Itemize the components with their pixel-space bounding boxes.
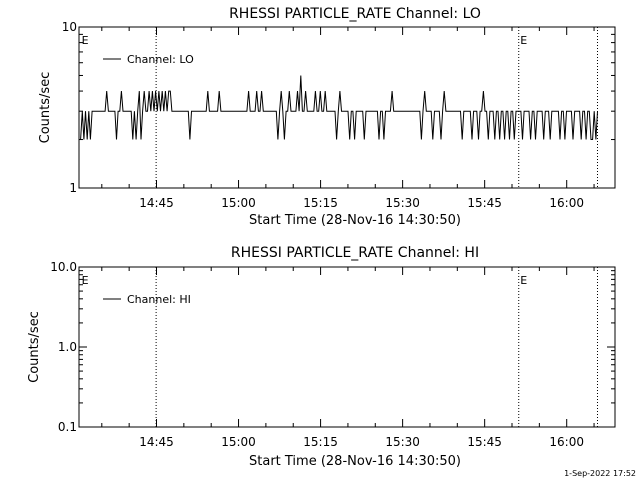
series-line bbox=[80, 75, 598, 140]
legend-lo: Channel: LO bbox=[103, 53, 194, 66]
render-timestamp: 1-Sep-2022 17:52 bbox=[564, 469, 636, 478]
event-marker-label: E bbox=[520, 34, 527, 47]
x-tick-label: 15:30 bbox=[385, 435, 420, 449]
x-tick-label: 16:00 bbox=[549, 196, 584, 210]
x-axis-label-lo: Start Time (28-Nov-16 14:30:50) bbox=[249, 213, 461, 228]
chart-title-hi: RHESSI PARTICLE_RATE Channel: HI bbox=[231, 245, 479, 261]
x-tick-label: 15:15 bbox=[303, 196, 338, 210]
legend-hi: Channel: HI bbox=[103, 293, 191, 306]
chart-hi: RHESSI PARTICLE_RATE Channel: HI 14:45 15… bbox=[27, 245, 616, 469]
event-marker-label: E bbox=[520, 274, 527, 287]
x-tick-label: 15:30 bbox=[385, 196, 420, 210]
axis-ticks-hi: 14:45 15:00 15:15 15:30 15:45 16:00 0.1 1.0 10.0 bbox=[50, 260, 615, 449]
x-tick-label: 14:45 bbox=[139, 196, 174, 210]
x-tick-label: 15:45 bbox=[467, 435, 502, 449]
event-marker-label: E bbox=[82, 34, 89, 47]
legend-label-lo: Channel: LO bbox=[127, 53, 194, 66]
plot-frame-lo bbox=[78, 26, 616, 189]
x-axis-label-hi: Start Time (28-Nov-16 14:30:50) bbox=[249, 454, 461, 469]
plot-frame-hi bbox=[78, 266, 616, 428]
y-tick-label: 1.0 bbox=[58, 340, 77, 354]
y-tick-label: 0.1 bbox=[58, 420, 77, 434]
y-tick-label: 10 bbox=[62, 20, 77, 34]
series-lo bbox=[80, 75, 598, 140]
x-tick-label: 15:45 bbox=[467, 196, 502, 210]
y-tick-label: 1 bbox=[69, 181, 77, 195]
y-tick-label: 10.0 bbox=[50, 260, 77, 274]
event-marker-label: E bbox=[82, 274, 89, 287]
chart-lo: RHESSI PARTICLE_RATE Channel: LO 14:45 15… bbox=[38, 6, 616, 228]
chart-title-lo: RHESSI PARTICLE_RATE Channel: LO bbox=[229, 6, 481, 22]
y-axis-label-lo: Counts/sec bbox=[38, 72, 53, 144]
x-tick-label: 14:45 bbox=[139, 435, 174, 449]
y-axis-label-hi: Counts/sec bbox=[27, 311, 42, 383]
axis-ticks-lo: 14:45 15:00 15:15 15:30 15:45 16:00 1 10 bbox=[62, 20, 615, 210]
legend-label-hi: Channel: HI bbox=[127, 293, 191, 306]
x-tick-label: 15:00 bbox=[221, 196, 256, 210]
x-tick-label: 15:00 bbox=[221, 435, 256, 449]
x-tick-label: 16:00 bbox=[549, 435, 584, 449]
x-tick-label: 15:15 bbox=[303, 435, 338, 449]
